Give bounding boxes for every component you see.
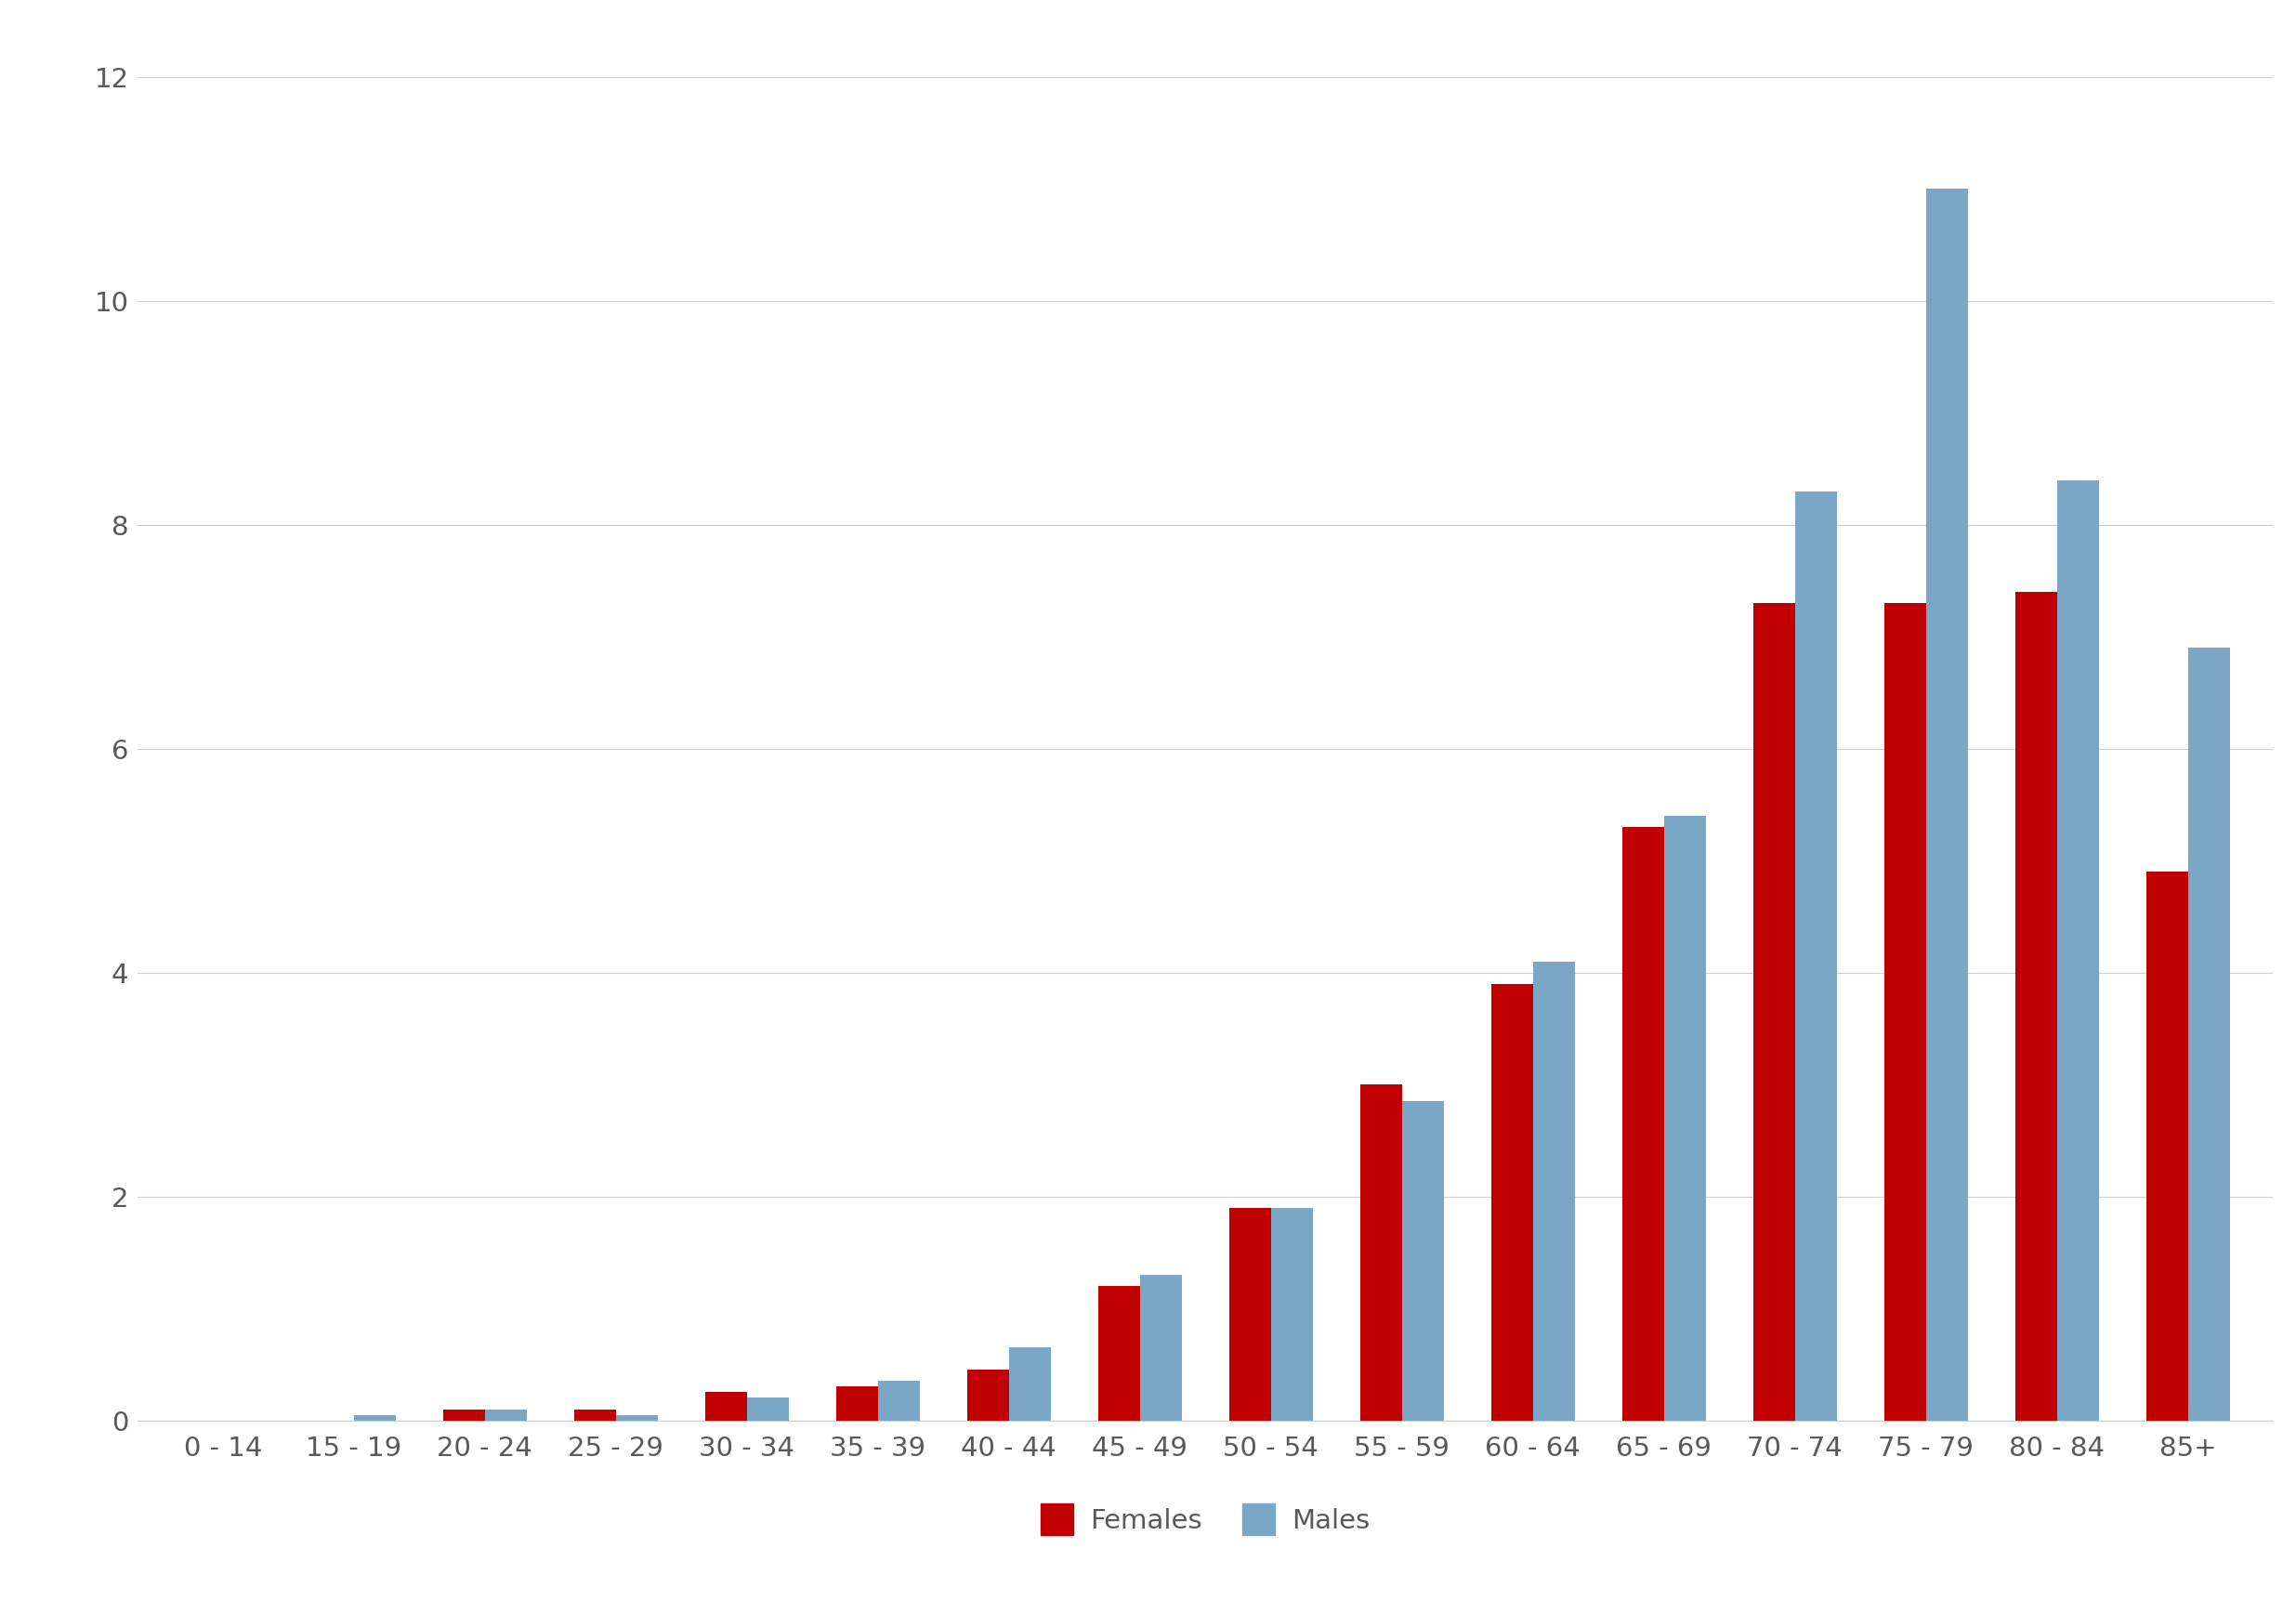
Bar — [615, 1415, 659, 1420]
Bar — [705, 1393, 746, 1420]
Bar — [1490, 985, 1534, 1420]
Bar — [1228, 1207, 1272, 1420]
Bar — [484, 1409, 526, 1420]
Bar — [1534, 962, 1575, 1420]
Bar — [1926, 189, 1968, 1420]
Bar — [354, 1415, 395, 1420]
Bar — [2057, 479, 2099, 1420]
Bar — [1795, 491, 1837, 1420]
Bar — [1139, 1275, 1182, 1420]
Bar — [1665, 815, 1706, 1420]
Bar — [1097, 1286, 1139, 1420]
Bar — [1885, 604, 1926, 1420]
Bar — [1272, 1207, 1313, 1420]
Bar — [443, 1409, 484, 1420]
Bar — [2016, 592, 2057, 1420]
Bar — [1621, 826, 1665, 1420]
Bar — [2147, 872, 2188, 1420]
Bar — [967, 1370, 1008, 1420]
Bar — [836, 1386, 877, 1420]
Bar — [1359, 1085, 1403, 1420]
Legend: Females, Males: Females, Males — [1031, 1493, 1380, 1546]
Bar — [574, 1409, 615, 1420]
Bar — [877, 1382, 921, 1420]
Bar — [1403, 1101, 1444, 1420]
Bar — [2188, 647, 2229, 1420]
Bar — [1752, 604, 1795, 1420]
Bar — [1008, 1348, 1052, 1420]
Bar — [746, 1398, 790, 1420]
